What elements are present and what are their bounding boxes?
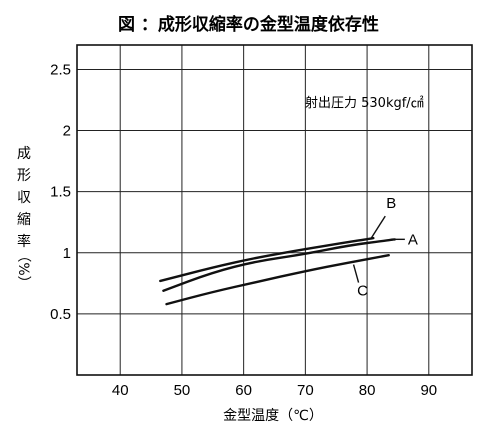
- y-axis-label: 成形収縮率（%）: [15, 146, 31, 290]
- y-axis-label-char: 成: [17, 146, 31, 162]
- y-axis-label-char: 縮: [17, 212, 31, 228]
- x-tick-labels: 40 50 60 70 80 90: [112, 382, 437, 399]
- series-lines: [159, 236, 397, 306]
- plot-frame: [76, 44, 473, 376]
- y-axis-label-char: 収: [17, 190, 31, 206]
- series-line-C: [165, 254, 390, 306]
- callout-line-C: [352, 264, 360, 283]
- pressure-annotation: 射出圧力 530kgf/㎠: [305, 95, 424, 111]
- series-label-A: A: [408, 231, 418, 248]
- y-tick-labels: 0.5 1 1.5 2 2.5: [50, 61, 71, 322]
- series-label-C: C: [357, 283, 368, 300]
- x-tick-label: 40: [112, 382, 129, 399]
- series-line-B: [159, 236, 375, 283]
- x-tick-label: 70: [297, 382, 314, 399]
- chart-title: 図 ：成形収縮率の金型温度依存性: [118, 14, 379, 35]
- x-tick-label: 50: [174, 382, 191, 399]
- y-tick-label: 2.5: [50, 61, 71, 78]
- y-axis-label-char: 率: [17, 233, 31, 250]
- series-callouts: A B C: [352, 195, 418, 300]
- x-tick-label: 80: [359, 382, 376, 399]
- callout-line-B: [370, 215, 386, 239]
- x-axis-label: 金型温度（℃）: [223, 408, 323, 424]
- y-tick-label: 1: [63, 245, 71, 262]
- y-axis-label-char: 形: [17, 168, 31, 184]
- y-tick-label: 2: [63, 123, 71, 140]
- series-label-B: B: [386, 195, 396, 212]
- y-tick-label: 1.5: [50, 184, 71, 201]
- x-tick-label: 90: [420, 382, 437, 399]
- x-tick-label: 60: [235, 382, 252, 399]
- y-axis-label-char: （%）: [15, 248, 31, 289]
- y-tick-label: 0.5: [50, 306, 71, 323]
- grid: [77, 45, 472, 375]
- series-line-A: [162, 238, 397, 292]
